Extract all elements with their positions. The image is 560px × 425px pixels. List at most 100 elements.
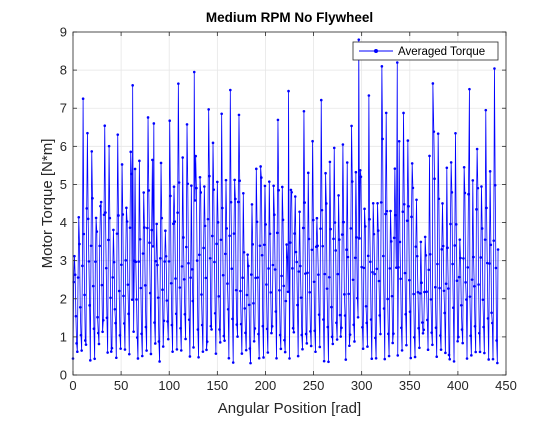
data-point bbox=[88, 304, 91, 307]
data-point bbox=[202, 246, 205, 250]
data-point bbox=[400, 326, 403, 330]
data-point bbox=[254, 276, 257, 280]
data-point bbox=[76, 276, 80, 279]
legend-box bbox=[352, 41, 499, 61]
data-point bbox=[167, 260, 171, 263]
data-point bbox=[156, 296, 160, 299]
data-point bbox=[363, 207, 366, 211]
data-point bbox=[306, 271, 309, 275]
data-point bbox=[493, 183, 497, 187]
data-point bbox=[450, 191, 454, 194]
data-point bbox=[140, 354, 144, 358]
data-point bbox=[284, 299, 288, 303]
data-point bbox=[290, 190, 293, 194]
data-point bbox=[153, 321, 156, 324]
data-point bbox=[345, 248, 348, 252]
data-point bbox=[343, 293, 346, 296]
data-point bbox=[398, 240, 402, 244]
data-point bbox=[456, 339, 459, 343]
data-point bbox=[262, 243, 266, 247]
data-point bbox=[249, 361, 252, 365]
y-tick-label: 9 bbox=[60, 25, 67, 40]
data-point bbox=[104, 211, 107, 214]
data-point bbox=[440, 248, 444, 251]
data-point bbox=[289, 188, 293, 192]
data-point bbox=[444, 282, 448, 285]
data-point bbox=[470, 278, 474, 281]
data-point bbox=[264, 223, 267, 226]
data-point bbox=[188, 355, 192, 358]
data-point bbox=[360, 265, 363, 269]
data-point bbox=[442, 289, 446, 293]
y-tick-label: 5 bbox=[60, 177, 67, 192]
data-point bbox=[293, 232, 296, 235]
data-point bbox=[108, 216, 112, 220]
data-point bbox=[177, 181, 181, 184]
data-point bbox=[267, 180, 271, 183]
data-point bbox=[300, 333, 304, 337]
data-point bbox=[210, 234, 214, 238]
data-point bbox=[482, 325, 485, 329]
legend: Averaged Torque bbox=[352, 41, 499, 61]
data-point bbox=[97, 342, 101, 346]
data-point bbox=[222, 334, 226, 338]
data-point bbox=[428, 154, 431, 158]
data-point bbox=[354, 170, 358, 174]
data-point bbox=[334, 249, 337, 252]
data-point bbox=[312, 280, 316, 284]
data-point bbox=[135, 336, 139, 339]
data-point bbox=[238, 179, 242, 183]
data-point bbox=[462, 166, 466, 169]
data-point bbox=[218, 341, 222, 344]
data-point bbox=[146, 116, 150, 119]
y-tick-label: 8 bbox=[60, 63, 67, 78]
data-point bbox=[404, 312, 407, 316]
data-point bbox=[87, 260, 91, 263]
data-point bbox=[286, 290, 290, 294]
data-point bbox=[258, 244, 262, 247]
data-point bbox=[304, 272, 307, 275]
data-point bbox=[265, 283, 268, 286]
data-point bbox=[330, 305, 333, 309]
data-point bbox=[103, 124, 107, 128]
data-point bbox=[449, 222, 452, 226]
data-point bbox=[235, 323, 239, 326]
data-point bbox=[244, 348, 248, 352]
data-point bbox=[230, 267, 234, 271]
data-point bbox=[494, 266, 498, 270]
data-point bbox=[432, 130, 436, 133]
data-point bbox=[365, 321, 369, 325]
data-point bbox=[75, 342, 78, 345]
data-point bbox=[437, 197, 441, 201]
data-point bbox=[371, 202, 375, 205]
data-point bbox=[276, 118, 280, 122]
data-point bbox=[452, 306, 455, 310]
data-point bbox=[203, 224, 207, 228]
data-point bbox=[77, 215, 81, 219]
data-point bbox=[236, 200, 240, 204]
data-point bbox=[475, 147, 479, 151]
data-point bbox=[247, 264, 250, 268]
data-point bbox=[218, 328, 221, 331]
data-point bbox=[281, 218, 285, 222]
data-point bbox=[224, 178, 228, 182]
data-point bbox=[291, 267, 294, 270]
series-layer bbox=[71, 38, 500, 365]
y-tick-label: 6 bbox=[60, 139, 67, 154]
data-point bbox=[125, 220, 129, 223]
data-point bbox=[134, 260, 138, 264]
data-point bbox=[491, 357, 495, 361]
data-point bbox=[94, 260, 97, 263]
data-point bbox=[484, 108, 488, 112]
data-point bbox=[255, 220, 259, 224]
data-point bbox=[231, 361, 235, 364]
data-point bbox=[388, 267, 392, 270]
x-axis-label: Angular Position [rad] bbox=[218, 400, 361, 417]
data-point bbox=[408, 310, 412, 313]
data-point bbox=[419, 240, 423, 244]
data-point bbox=[395, 61, 399, 64]
data-point bbox=[174, 277, 177, 280]
data-point bbox=[480, 185, 483, 188]
data-point bbox=[211, 141, 215, 145]
